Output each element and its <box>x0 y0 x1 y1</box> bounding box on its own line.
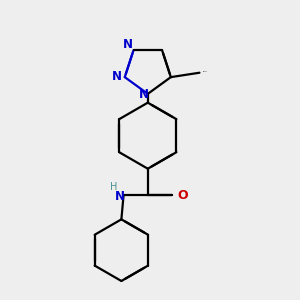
Text: N: N <box>138 88 148 101</box>
Text: N: N <box>112 70 122 83</box>
Text: methyl: methyl <box>203 70 208 72</box>
Text: N: N <box>123 38 133 51</box>
Text: N: N <box>115 190 125 203</box>
Text: H: H <box>110 182 117 192</box>
Text: O: O <box>178 189 188 202</box>
